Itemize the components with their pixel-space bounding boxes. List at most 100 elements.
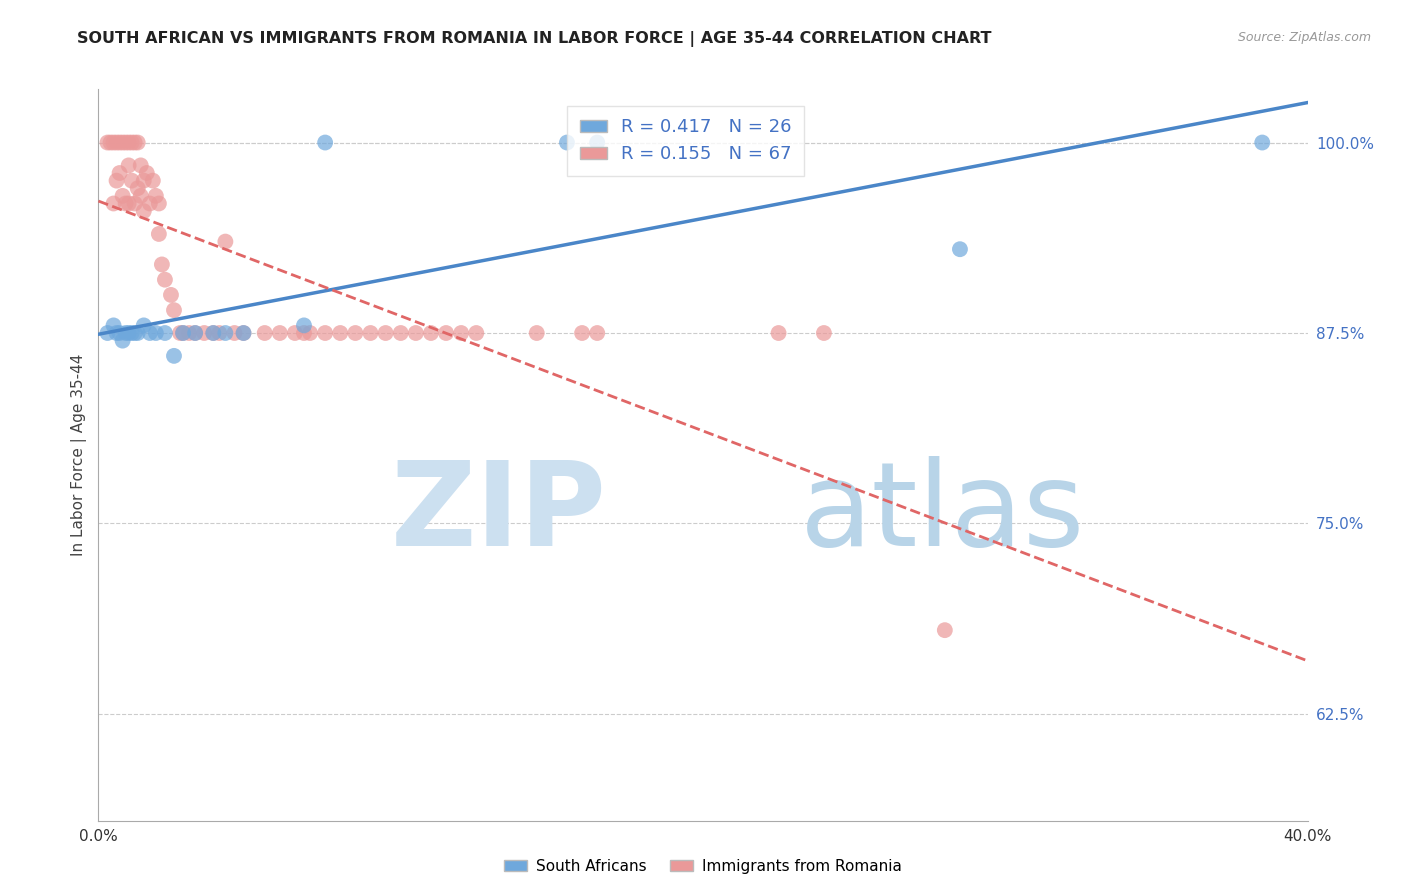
Point [184, 326, 207, 340]
Point [111, 334, 134, 348]
Y-axis label: In Labor Force | Age 35-44: In Labor Force | Age 35-44 [72, 354, 87, 556]
Point [105, 326, 128, 340]
Point [129, 189, 152, 203]
Point [118, 326, 141, 340]
Point [118, 158, 141, 172]
Point [114, 196, 136, 211]
Point [127, 136, 149, 150]
Point [163, 303, 186, 318]
Point [145, 326, 167, 340]
Point [132, 173, 155, 187]
Point [184, 326, 207, 340]
Point [118, 196, 141, 211]
Point [127, 326, 149, 340]
Point [813, 326, 835, 340]
Point [214, 326, 236, 340]
Point [114, 136, 136, 150]
Point [179, 326, 201, 340]
Point [103, 318, 125, 333]
Point [202, 326, 225, 340]
Text: ZIP: ZIP [391, 456, 606, 571]
Point [314, 136, 336, 150]
Point [103, 136, 125, 150]
Point [121, 173, 143, 187]
Point [202, 326, 225, 340]
Point [105, 173, 128, 187]
Point [389, 326, 412, 340]
Point [450, 326, 472, 340]
Point [118, 136, 141, 150]
Point [169, 326, 191, 340]
Point [163, 349, 186, 363]
Point [114, 326, 136, 340]
Point [132, 318, 155, 333]
Point [329, 326, 352, 340]
Point [214, 235, 236, 249]
Point [148, 227, 170, 241]
Point [153, 273, 176, 287]
Point [100, 136, 122, 150]
Point [124, 136, 146, 150]
Point [292, 326, 315, 340]
Point [129, 158, 152, 172]
Point [299, 326, 322, 340]
Point [314, 326, 336, 340]
Point [232, 326, 254, 340]
Point [96, 136, 118, 150]
Point [253, 326, 276, 340]
Point [124, 326, 146, 340]
Point [555, 136, 578, 150]
Point [344, 326, 367, 340]
Point [108, 166, 131, 180]
Point [420, 326, 443, 340]
Point [111, 189, 134, 203]
Point [103, 196, 125, 211]
Point [405, 326, 427, 340]
Point [949, 242, 972, 256]
Point [224, 326, 246, 340]
Point [434, 326, 457, 340]
Point [586, 326, 609, 340]
Point [150, 257, 173, 271]
Point [145, 189, 167, 203]
Point [111, 136, 134, 150]
Point [135, 166, 157, 180]
Point [571, 326, 593, 340]
Point [139, 326, 162, 340]
Point [153, 326, 176, 340]
Point [292, 318, 315, 333]
Point [193, 326, 215, 340]
Point [132, 204, 155, 219]
Point [465, 326, 488, 340]
Point [127, 181, 149, 195]
Point [526, 326, 548, 340]
Point [360, 326, 382, 340]
Legend: R = 0.417   N = 26, R = 0.155   N = 67: R = 0.417 N = 26, R = 0.155 N = 67 [567, 105, 804, 176]
Point [269, 326, 291, 340]
Point [172, 326, 194, 340]
Point [142, 173, 165, 187]
Point [121, 326, 143, 340]
Point [374, 326, 396, 340]
Point [121, 136, 143, 150]
Point [160, 288, 183, 302]
Text: Source: ZipAtlas.com: Source: ZipAtlas.com [1237, 31, 1371, 45]
Point [139, 196, 162, 211]
Point [934, 623, 956, 637]
Text: atlas: atlas [800, 456, 1085, 571]
Point [96, 326, 118, 340]
Point [124, 196, 146, 211]
Text: SOUTH AFRICAN VS IMMIGRANTS FROM ROMANIA IN LABOR FORCE | AGE 35-44 CORRELATION : SOUTH AFRICAN VS IMMIGRANTS FROM ROMANIA… [77, 31, 991, 47]
Point [172, 326, 194, 340]
Point [586, 136, 609, 150]
Point [1251, 136, 1274, 150]
Point [108, 326, 131, 340]
Point [284, 326, 307, 340]
Point [108, 136, 131, 150]
Point [148, 196, 170, 211]
Point [768, 326, 790, 340]
Legend: South Africans, Immigrants from Romania: South Africans, Immigrants from Romania [498, 853, 908, 880]
Point [208, 326, 231, 340]
Point [232, 326, 254, 340]
Point [105, 136, 128, 150]
